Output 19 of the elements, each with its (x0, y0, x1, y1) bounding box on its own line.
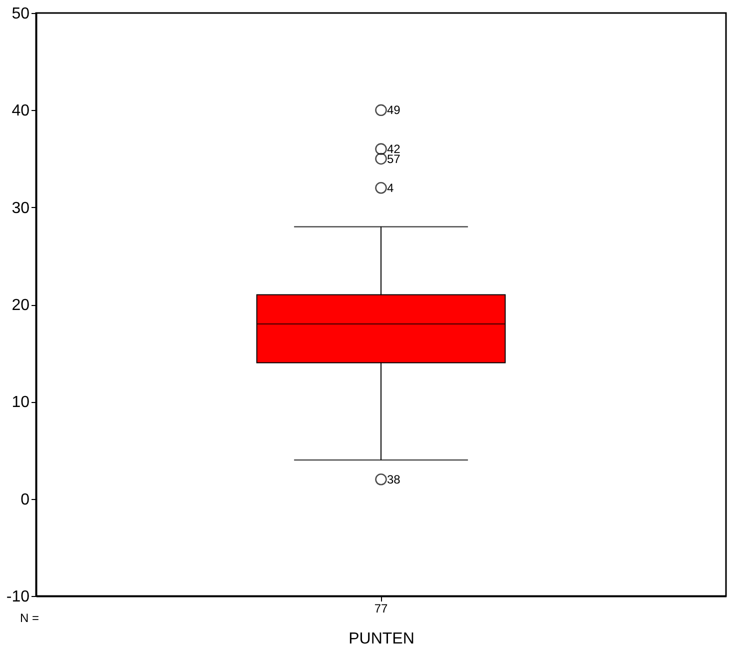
annotation: 4 (387, 180, 394, 195)
annotation: 38 (387, 472, 401, 486)
y-tick-label: 50 (12, 6, 30, 22)
point (375, 182, 387, 194)
annotation: 49 (387, 103, 401, 118)
point (375, 152, 387, 165)
x-axis-title: PUNTEN (348, 630, 414, 648)
y-tick-label: 30 (12, 200, 30, 217)
y-tick-label: 0 (20, 491, 30, 508)
point (375, 104, 387, 116)
point (375, 474, 387, 486)
y-tick-label: 10 (12, 394, 30, 412)
y-tick-label: 20 (12, 297, 30, 314)
y-tick-label: 40 (12, 102, 30, 120)
x-tick-label: 77 (374, 602, 388, 616)
text: N = (20, 611, 40, 625)
y-tick-label: -10 (6, 588, 30, 606)
annotation: 57 (387, 152, 401, 166)
point (375, 143, 387, 155)
